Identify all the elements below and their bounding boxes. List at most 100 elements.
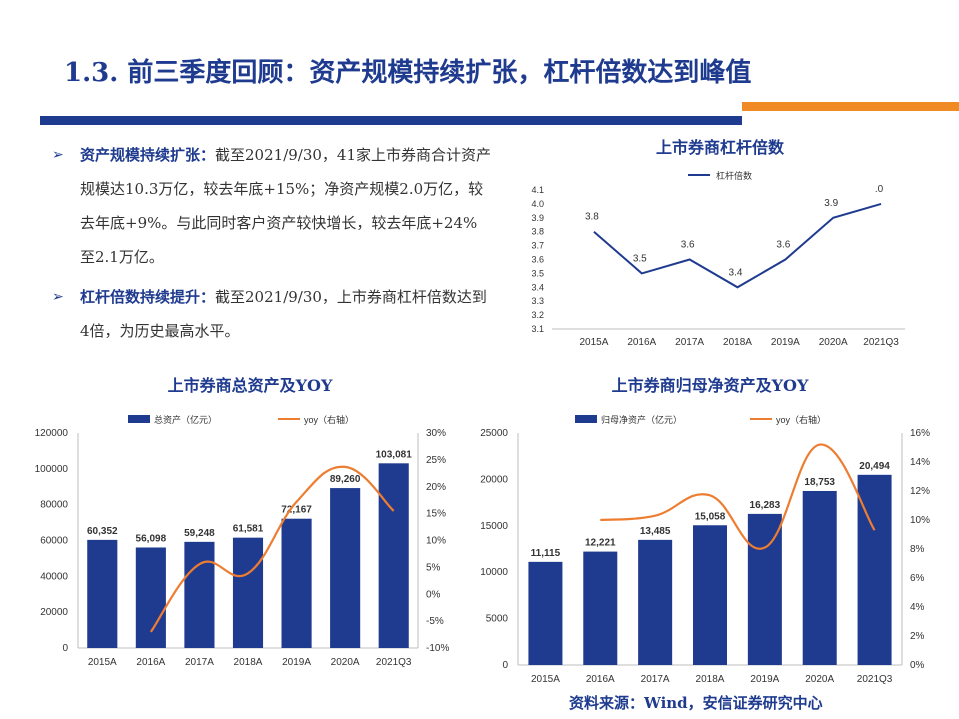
bar — [528, 561, 563, 665]
bar — [184, 541, 215, 648]
y-tick-label: 3.4 — [531, 282, 544, 292]
y2-tick-label: 6% — [910, 573, 925, 584]
bar — [583, 551, 618, 665]
x-tick-label: 2020A — [805, 674, 834, 685]
y-tick-label: 0 — [502, 660, 508, 671]
data-label: 3.4 — [729, 267, 743, 278]
bar — [802, 490, 837, 665]
y-tick-label: 3.3 — [531, 296, 544, 306]
data-label: 3.9 — [824, 198, 838, 209]
x-tick-label: 2018A — [696, 674, 725, 685]
y-tick-label: 100000 — [35, 464, 69, 475]
x-tick-label: 2016A — [586, 674, 615, 685]
x-tick-label: 2019A — [771, 337, 800, 348]
bar — [692, 525, 728, 665]
y-tick-label: 3.5 — [531, 268, 544, 278]
x-tick-label: 2021Q3 — [376, 657, 412, 668]
bar-label: 103,081 — [376, 449, 413, 460]
y-tick-label: 5000 — [486, 614, 509, 625]
x-tick-label: 2015A — [88, 657, 117, 668]
source-note: 资料来源：Wind，安信证券研究中心 — [569, 694, 823, 712]
y2-tick-label: 12% — [910, 486, 930, 497]
y-tick-label: 20000 — [480, 474, 508, 485]
bar-label: 18,753 — [804, 477, 835, 488]
bar-label: 60,352 — [87, 526, 118, 537]
bar — [87, 539, 118, 648]
bar-label: 89,260 — [330, 474, 361, 485]
x-tick-label: 2015A — [531, 674, 560, 685]
x-tick-label: 2018A — [234, 657, 263, 668]
y-tick-label: 15000 — [480, 521, 508, 532]
legend-label: 总资产（亿元） — [154, 414, 217, 425]
x-tick-label: 2020A — [819, 337, 848, 348]
y-tick-label: 4.1 — [531, 185, 544, 195]
y-tick-label: 120000 — [35, 428, 69, 439]
x-tick-label: 2017A — [185, 657, 214, 668]
y2-tick-label: 10% — [426, 536, 446, 547]
legend-label: yoy（右轴） — [776, 414, 826, 425]
title-rule-blue — [40, 116, 742, 125]
bar-label: 15,058 — [695, 511, 726, 522]
y2-tick-label: 2% — [910, 631, 925, 642]
y2-tick-label: 0% — [426, 589, 441, 600]
bar-label: 13,485 — [640, 526, 671, 537]
y2-tick-label: 5% — [426, 562, 441, 573]
y-tick-label: 60000 — [40, 536, 68, 547]
bar-label: 56,098 — [136, 533, 167, 544]
bar — [281, 518, 312, 648]
bar-label: 11,115 — [531, 548, 561, 559]
bullet-leverage: ➢ 杠杆倍数持续提升：截至2021/9/30，上市券商杠杆倍数达到4倍，为历史最… — [52, 280, 492, 348]
legend-swatch — [128, 415, 150, 423]
y2-tick-label: 20% — [426, 482, 446, 493]
total-assets-combo-chart: 总资产（亿元） yoy（右轴） 120000 100000 80000 60000 4000… — [35, 414, 450, 668]
data-label: 3.8 — [585, 212, 599, 223]
y2-tick-label: -5% — [426, 616, 444, 627]
bar — [232, 537, 264, 648]
bar-label: 20,494 — [859, 461, 890, 472]
leverage-line-chart: 杠杆倍数 4.1 4.0 3.9 3.8 3.7 3.6 3.5 3.4 3.3 3.2 3.1 3.8… — [531, 170, 905, 348]
bar — [378, 463, 409, 648]
y2-tick-label: 8% — [910, 544, 925, 555]
x-tick-label: 2021Q3 — [863, 337, 899, 348]
data-label: 3.5 — [633, 253, 647, 264]
bar-label: 72,167 — [281, 505, 312, 516]
y-tick-label: 80000 — [40, 500, 68, 511]
bullet-heading: 资产规模持续扩张： — [80, 146, 216, 164]
x-tick-label: 2017A — [675, 337, 704, 348]
y-tick-label: 0 — [62, 643, 68, 654]
total-assets-chart-title: 上市券商总资产及YOY — [167, 376, 333, 395]
x-tick-label: 2016A — [627, 337, 656, 348]
y-tick-label: 3.8 — [531, 227, 544, 237]
y2-tick-label: 16% — [910, 428, 930, 439]
legend-swatch — [575, 415, 597, 423]
y-tick-label: 3.9 — [531, 213, 544, 223]
bullet-heading: 杠杆倍数持续提升： — [80, 288, 216, 306]
y2-tick-label: 25% — [426, 455, 446, 466]
bar — [135, 547, 166, 648]
leverage-series-line — [593, 202, 882, 289]
x-tick-label: 2017A — [641, 674, 670, 685]
x-tick-label: 2021Q3 — [857, 674, 893, 685]
x-tick-label: 2019A — [750, 674, 779, 685]
y-tick-label: 40000 — [40, 571, 68, 582]
bar — [330, 488, 361, 648]
legend-label: 杠杆倍数 — [716, 170, 752, 181]
legend-label: yoy（右轴） — [304, 414, 354, 425]
y-tick-label: 3.2 — [531, 310, 544, 320]
y2-tick-label: 15% — [426, 509, 446, 520]
yoy-series-line — [149, 465, 395, 633]
legend-label: 归母净资产（亿元） — [601, 414, 682, 425]
x-tick-label: 2019A — [282, 657, 311, 668]
y-tick-label: 3.1 — [531, 324, 544, 334]
y2-tick-label: -10% — [426, 643, 449, 654]
y2-tick-label: 10% — [910, 515, 930, 526]
net-assets-chart-title: 上市券商归母净资产及YOY — [611, 376, 809, 395]
bar-label: 59,248 — [184, 528, 215, 539]
y-tick-label: 3.7 — [531, 241, 544, 251]
y-tick-label: 20000 — [40, 607, 68, 618]
bar — [747, 513, 782, 665]
net-assets-combo-chart: 归母净资产（亿元） yoy（右轴） 25000 20000 15000 10000 5000… — [480, 414, 930, 685]
page-title: 1.3. 前三季度回顾：资产规模持续扩张，杠杆倍数达到峰值 — [64, 58, 752, 88]
x-tick-label: 2015A — [579, 337, 608, 348]
bullet-list: ➢ 资产规模持续扩张：截至2021/9/30，41家上市券商合计资产规模达10.… — [52, 138, 492, 354]
